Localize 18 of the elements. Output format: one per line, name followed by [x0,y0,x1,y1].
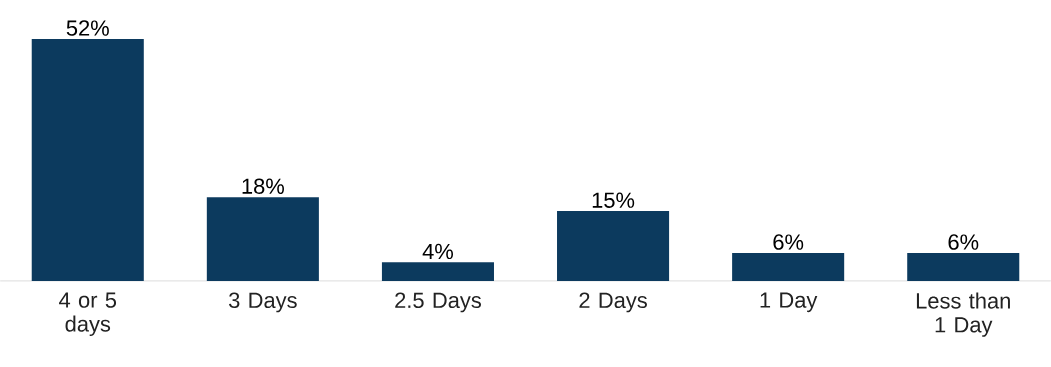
data-label: 6% [773,234,804,250]
data-label: 52% [66,20,109,36]
x-tick-label: 2 Days [579,292,647,313]
bar [31,39,144,281]
x-tick-label: 4 or 5 days [59,292,117,337]
data-label: 18% [242,178,284,195]
x-tick-label: 3 Days [228,292,297,313]
data-label: 6% [948,234,979,250]
bar [206,197,319,281]
bar [732,253,845,281]
bar [907,253,1020,281]
bar [557,211,670,281]
bar [381,262,494,281]
data-label: 15% [592,192,635,208]
x-tick-label: 1 Day [760,292,818,313]
x-tick-label: Less than 1 Day [916,292,1010,337]
x-tick-label: 2.5 Days [395,292,481,313]
data-label: 4% [422,243,453,260]
